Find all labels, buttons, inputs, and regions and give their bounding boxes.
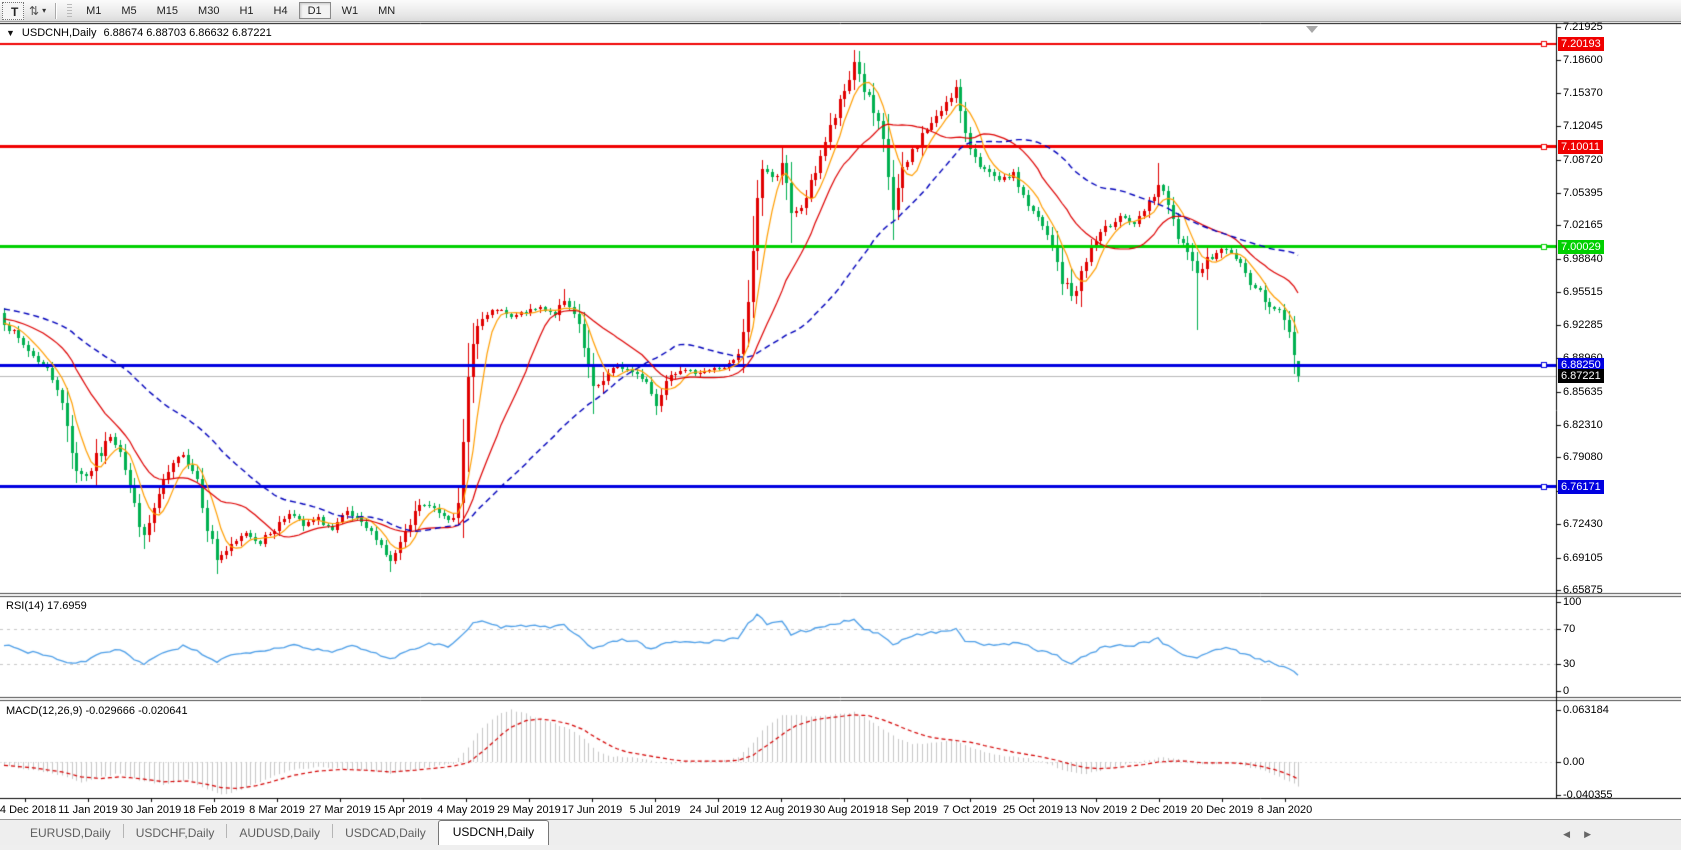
date-label: 27 Mar 2019 bbox=[309, 804, 371, 816]
macd-tick: -0.040355 bbox=[1563, 789, 1613, 802]
tab-scroll-left-icon[interactable]: ◀ bbox=[1563, 829, 1571, 839]
date-label: 25 Oct 2019 bbox=[1003, 804, 1063, 816]
date-label: 17 Jun 2019 bbox=[561, 804, 623, 816]
timeframe-button-h1[interactable]: H1 bbox=[239, 5, 254, 17]
price-tick: 7.12045 bbox=[1563, 120, 1603, 133]
price-tick: 7.05395 bbox=[1563, 187, 1603, 200]
tab-usdcad[interactable]: USDCAD,Daily bbox=[345, 826, 426, 840]
price-tick: 6.92285 bbox=[1563, 318, 1603, 331]
date-label: 18 Feb 2019 bbox=[183, 804, 245, 816]
chevron-down-icon: ▾ bbox=[42, 6, 47, 15]
price-tick: 6.98840 bbox=[1563, 252, 1603, 265]
timeframe-button-m15[interactable]: M15 bbox=[156, 5, 179, 17]
price-tick: 7.18600 bbox=[1563, 54, 1603, 67]
tab-separator bbox=[226, 824, 228, 838]
rsi-indicator-label: RSI(14) 17.6959 bbox=[6, 600, 87, 612]
date-label: 24 Dec 2018 bbox=[0, 804, 57, 816]
date-label: 29 May 2019 bbox=[497, 804, 561, 816]
hline-price-label: 6.76171 bbox=[1558, 479, 1604, 494]
tab-scroll-right-icon[interactable]: ▶ bbox=[1584, 829, 1591, 839]
symbols-icon: ⇅ bbox=[29, 3, 40, 18]
ohlc-values: 6.88674 6.88703 6.86632 6.87221 bbox=[103, 27, 272, 39]
date-label: 4 May 2019 bbox=[437, 804, 495, 816]
chart-shift-marker-icon[interactable] bbox=[1306, 26, 1318, 33]
macd-tick: 0.063184 bbox=[1563, 703, 1609, 716]
chart-title: ▼ USDCNH,Daily 6.88674 6.88703 6.86632 6… bbox=[6, 27, 272, 39]
hline-price-label: 7.00029 bbox=[1558, 239, 1604, 254]
timeframe-button-h4[interactable]: H4 bbox=[273, 5, 288, 17]
date-label: 18 Sep 2019 bbox=[875, 804, 939, 816]
symbol-name: USDCNH,Daily bbox=[21, 27, 97, 39]
price-tick: 6.65875 bbox=[1563, 584, 1603, 597]
rsi-tick: 100 bbox=[1563, 596, 1582, 608]
date-label: 30 Aug 2019 bbox=[813, 804, 875, 816]
date-label: 20 Dec 2019 bbox=[1190, 804, 1254, 816]
price-tick: 6.69105 bbox=[1563, 551, 1603, 564]
price-tick: 7.15370 bbox=[1563, 86, 1603, 99]
symbols-tool-button[interactable]: ⇅ ▾ bbox=[25, 4, 50, 18]
tab-eurusd[interactable]: EURUSD,Daily bbox=[30, 826, 111, 840]
tab-usdchf[interactable]: USDCHF,Daily bbox=[135, 826, 215, 840]
price-tick: 6.82310 bbox=[1563, 418, 1603, 431]
date-label: 13 Nov 2019 bbox=[1064, 804, 1128, 816]
rsi-tick: 0 bbox=[1563, 685, 1570, 697]
symbol-dropdown-icon[interactable]: ▼ bbox=[6, 28, 15, 38]
timeframe-button-mn[interactable]: MN bbox=[378, 5, 396, 17]
price-tick: 7.21925 bbox=[1563, 21, 1603, 33]
hline-price-label: 7.20193 bbox=[1558, 37, 1604, 52]
timeframe-button-w1[interactable]: W1 bbox=[341, 5, 359, 17]
tab-separator bbox=[332, 824, 334, 838]
current-price-label: 6.87221 bbox=[1558, 368, 1604, 383]
macd-tick: 0.00 bbox=[1563, 756, 1585, 768]
timeframe-button-m5[interactable]: M5 bbox=[121, 5, 137, 17]
toolbar: T ⇅ ▾ M1 M5 M15 M30 H1 H4 D1 W1 MN bbox=[0, 0, 1681, 22]
date-label: 12 Aug 2019 bbox=[750, 804, 812, 816]
date-label: 11 Jan 2019 bbox=[58, 804, 118, 816]
price-tick: 7.08720 bbox=[1563, 153, 1603, 166]
date-label: 15 Apr 2019 bbox=[373, 804, 433, 816]
status-bar bbox=[0, 845, 1681, 850]
date-label: 5 Jul 2019 bbox=[629, 804, 681, 816]
text-tool-button[interactable]: T bbox=[2, 1, 24, 20]
price-tick: 6.72430 bbox=[1563, 518, 1603, 531]
price-tick: 6.85635 bbox=[1563, 385, 1603, 398]
timeframe-button-m1[interactable]: M1 bbox=[86, 5, 102, 17]
tab-audusd[interactable]: AUDUSD,Daily bbox=[239, 826, 321, 840]
price-tick: 6.95515 bbox=[1563, 286, 1603, 299]
price-tick: 6.79080 bbox=[1563, 451, 1603, 464]
timeframe-button-m30[interactable]: M30 bbox=[198, 5, 220, 17]
date-label: 24 Jul 2019 bbox=[689, 804, 747, 816]
date-label: 8 Jan 2020 bbox=[1257, 804, 1313, 816]
price-tick: 7.02165 bbox=[1563, 219, 1603, 232]
date-label: 30 Jan 2019 bbox=[120, 804, 182, 816]
timeframe-group: M1 M5 M15 M30 H1 H4 D1 W1 MN bbox=[76, 2, 405, 19]
rsi-tick: 30 bbox=[1563, 658, 1576, 671]
tab-separator bbox=[122, 824, 124, 838]
toolbar-grip[interactable] bbox=[67, 3, 73, 18]
date-label: 8 Mar 2019 bbox=[249, 804, 305, 816]
date-label: 2 Dec 2019 bbox=[1130, 804, 1188, 816]
hline-price-label: 7.10011 bbox=[1558, 139, 1603, 154]
toolbar-separator bbox=[55, 2, 57, 19]
date-label: 7 Oct 2019 bbox=[943, 804, 997, 816]
tab-usdcnh[interactable]: USDCNH,Daily bbox=[437, 820, 550, 846]
timeframe-button-d1[interactable]: D1 bbox=[298, 2, 331, 19]
macd-indicator-label: MACD(12,26,9) -0.029666 -0.020641 bbox=[6, 705, 188, 717]
rsi-tick: 70 bbox=[1563, 622, 1576, 635]
chart-tab-bar: EURUSD,Daily USDCHF,Daily AUDUSD,Daily USDC… bbox=[0, 819, 1681, 846]
